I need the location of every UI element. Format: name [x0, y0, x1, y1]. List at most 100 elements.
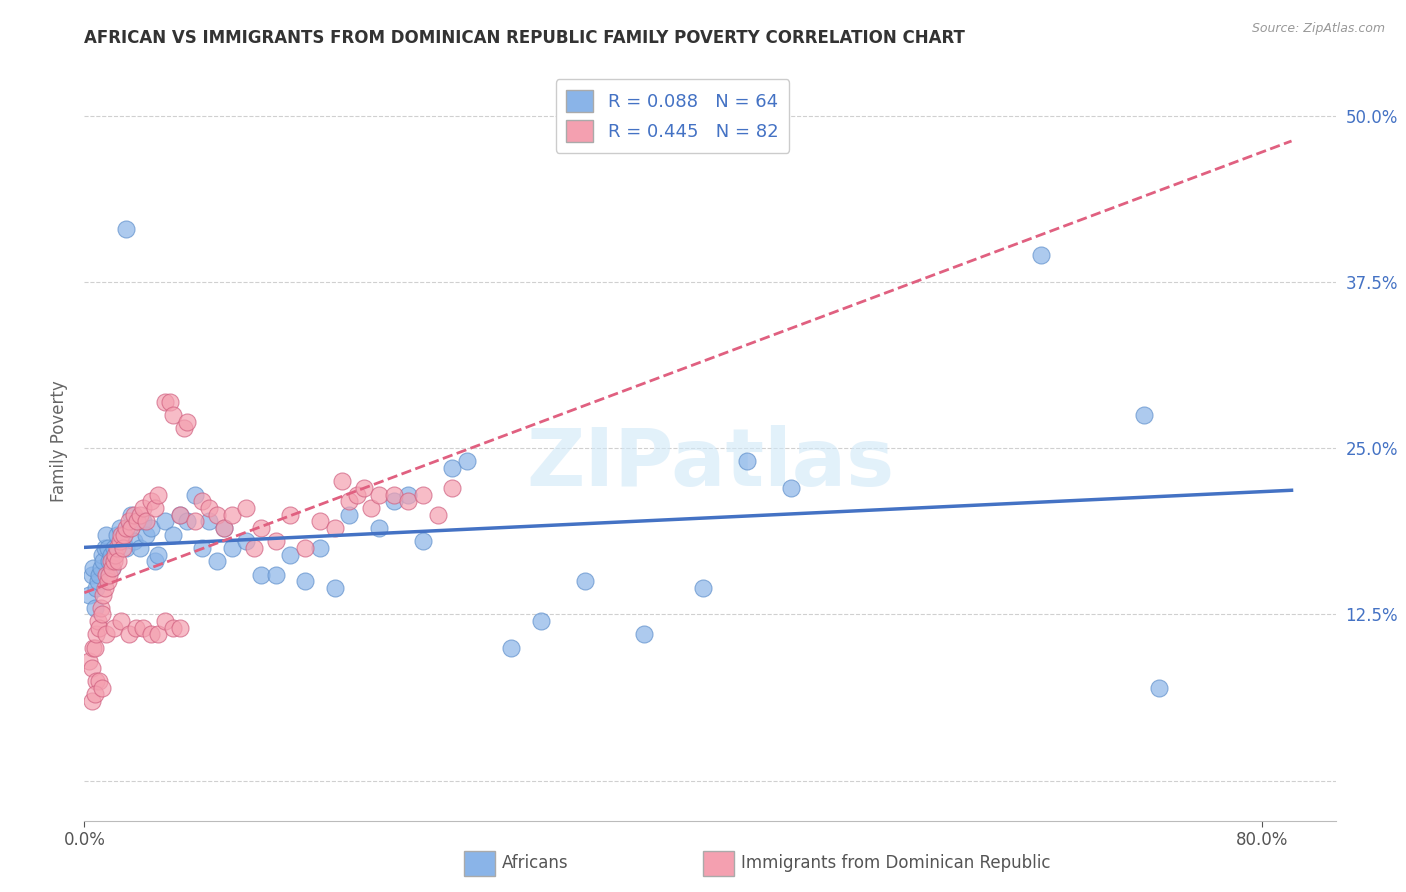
Point [127, 514, 149, 528]
Point [82, 561, 104, 575]
Point [80, 694, 103, 708]
Text: AFRICAN VS IMMIGRANTS FROM DOMINICAN REPUBLIC FAMILY POVERTY CORRELATION CHART: AFRICAN VS IMMIGRANTS FROM DOMINICAN REP… [84, 29, 966, 47]
Point [780, 481, 803, 495]
Point [212, 521, 235, 535]
Point [143, 554, 166, 568]
Point [169, 508, 191, 522]
Point [221, 508, 243, 522]
Point [294, 541, 316, 555]
Point [129, 508, 152, 522]
Point [198, 501, 221, 516]
Point [94, 541, 117, 555]
Point [132, 514, 155, 528]
Point [107, 554, 129, 568]
Point [143, 501, 166, 516]
Point [184, 488, 207, 502]
Point [97, 574, 120, 589]
Point [105, 541, 128, 555]
Point [530, 614, 553, 628]
Text: Source: ZipAtlas.com: Source: ZipAtlas.com [1251, 22, 1385, 36]
Point [155, 514, 177, 528]
Point [1147, 681, 1170, 695]
Point [162, 527, 184, 541]
Point [93, 554, 115, 568]
Point [82, 640, 104, 655]
Point [112, 527, 135, 541]
Point [441, 461, 464, 475]
Point [1031, 248, 1053, 262]
Point [212, 521, 235, 535]
Point [80, 661, 103, 675]
Point [501, 640, 523, 655]
Point [127, 514, 149, 528]
Point [169, 621, 191, 635]
Point [235, 534, 257, 549]
Point [96, 567, 118, 582]
Point [162, 408, 184, 422]
Point [173, 421, 195, 435]
Point [103, 621, 125, 635]
Point [135, 527, 157, 541]
Point [176, 415, 198, 429]
Point [146, 627, 169, 641]
Point [633, 627, 655, 641]
Point [169, 508, 191, 522]
Point [346, 488, 368, 502]
Point [146, 548, 169, 562]
Point [91, 548, 114, 562]
Point [100, 554, 122, 568]
Text: ZIPatlas: ZIPatlas [526, 425, 894, 503]
Point [139, 494, 162, 508]
Point [1133, 408, 1156, 422]
Point [83, 600, 105, 615]
Point [117, 514, 139, 528]
Point [97, 541, 120, 555]
Point [84, 627, 107, 641]
Point [205, 554, 228, 568]
Point [86, 574, 108, 589]
Point [94, 581, 117, 595]
Point [111, 541, 134, 555]
Point [250, 521, 273, 535]
Point [125, 621, 148, 635]
Point [114, 221, 136, 235]
Point [250, 567, 273, 582]
Point [264, 567, 287, 582]
Point [155, 394, 177, 409]
Point [90, 600, 112, 615]
Text: Africans: Africans [502, 855, 568, 872]
Point [309, 541, 332, 555]
Point [382, 488, 405, 502]
Point [353, 481, 375, 495]
Point [235, 501, 257, 516]
Point [155, 614, 177, 628]
Point [139, 521, 162, 535]
Point [114, 541, 136, 555]
Point [105, 527, 128, 541]
Point [110, 614, 132, 628]
Point [396, 494, 419, 508]
Point [146, 488, 169, 502]
Point [121, 521, 143, 535]
Point [162, 621, 184, 635]
Point [98, 567, 121, 582]
Point [86, 614, 108, 628]
Point [93, 587, 115, 601]
Point [280, 548, 302, 562]
Point [83, 687, 105, 701]
Point [221, 541, 243, 555]
Point [139, 627, 162, 641]
Point [80, 567, 103, 582]
Point [103, 554, 125, 568]
Point [77, 587, 100, 601]
Point [735, 454, 758, 468]
Point [90, 561, 112, 575]
Point [412, 534, 434, 549]
Point [111, 534, 134, 549]
Point [108, 534, 131, 549]
Point [104, 548, 127, 562]
Point [367, 521, 389, 535]
Point [98, 554, 121, 568]
Point [124, 534, 146, 549]
Point [191, 541, 214, 555]
